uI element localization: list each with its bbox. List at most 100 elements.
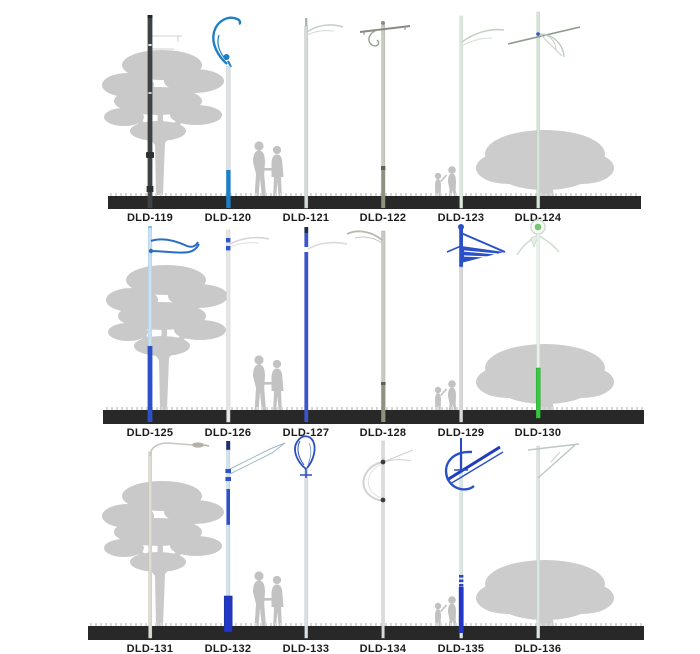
lamp-head (446, 224, 506, 263)
ground-bar (103, 410, 644, 424)
lamp-head (527, 443, 580, 479)
pole-base-segment (458, 587, 464, 633)
row-1: DLD-119 DLD-120 DLD-121 DLD-122 DLD-123 … (102, 11, 641, 224)
pole-label-dld-121: DLD-121 (283, 212, 330, 224)
pole-label-dld-135: DLD-135 (438, 643, 485, 654)
pole-label-dld-123: DLD-123 (438, 212, 485, 224)
lamp-head (149, 442, 210, 457)
pole-label-dld-134: DLD-134 (360, 643, 407, 654)
pole-shaft (381, 24, 386, 169)
pole-dld-125 (147, 226, 200, 422)
pole-mid-segment (226, 489, 230, 525)
pole-base-segment (535, 367, 541, 419)
lamp-head (307, 241, 348, 250)
pole-dld-135 (444, 438, 504, 639)
pole-collar (146, 152, 154, 158)
round-tree-silhouette (476, 130, 614, 196)
pole-label-dld-128: DLD-128 (360, 427, 407, 439)
lamp-head (507, 26, 581, 58)
lamp-head (461, 28, 505, 47)
pole-dld-120 (212, 16, 242, 208)
pole-base-segment (147, 346, 153, 422)
pole-label-dld-127: DLD-127 (283, 427, 330, 439)
pole-shaft (459, 266, 463, 423)
round-tree-silhouette (476, 344, 614, 410)
row-3: DLD-131 DLD-132 DLD-133 DLD-134 DLD-135 … (88, 435, 644, 654)
pole-shaft (536, 445, 540, 639)
pole-label-dld-131: DLD-131 (127, 643, 174, 654)
pole-label-dld-120: DLD-120 (205, 212, 252, 224)
pole-label-dld-129: DLD-129 (438, 427, 485, 439)
pole-label-dld-136: DLD-136 (515, 643, 562, 654)
pine-tree-silhouette (106, 265, 228, 410)
pole-top-segment (459, 229, 463, 267)
lamp-head (444, 438, 504, 491)
ground-bar (108, 196, 641, 209)
child-pair-silhouette (434, 166, 457, 196)
lamp-head (148, 238, 200, 254)
pole-dld-131 (148, 442, 210, 639)
child-pair-silhouette (434, 380, 457, 410)
pole-base-segment (146, 186, 154, 192)
lamp-head (362, 449, 414, 503)
pole-shaft (459, 15, 463, 209)
pole-dld-122 (359, 21, 411, 208)
pole-shaft (148, 451, 153, 639)
couple-silhouette (253, 355, 284, 410)
pole-dld-129 (446, 224, 506, 423)
pole-base-segment (381, 385, 386, 422)
pole-shaft (304, 467, 308, 639)
pole-dld-126 (226, 229, 270, 423)
pole-shaft (226, 229, 231, 423)
ground-bar (88, 626, 644, 640)
pole-dld-124 (507, 11, 581, 209)
pole-dld-132 (223, 441, 286, 633)
pine-tree-silhouette (102, 50, 224, 195)
lamp-head (306, 24, 344, 36)
pole-dld-136 (527, 443, 580, 639)
couple-silhouette (253, 141, 284, 196)
pole-label-dld-124: DLD-124 (515, 212, 562, 224)
pole-dld-134 (362, 440, 414, 639)
pole-dld-128 (346, 230, 386, 422)
pole-shaft (304, 252, 309, 422)
pole-shaft (536, 233, 540, 371)
pole-shaft (147, 227, 153, 349)
pole-dld-123 (459, 15, 505, 209)
lamp-head (359, 25, 411, 47)
couple-silhouette (253, 571, 284, 626)
pole-shaft (381, 230, 386, 385)
lamp-head (226, 236, 270, 251)
row-2: DLD-125 DLD-126 DLD-127 DLD-128 DLD-129 … (103, 219, 644, 439)
pole-base-segment (381, 170, 386, 208)
pole-shaft (381, 440, 385, 639)
lamp-head (229, 442, 286, 475)
pole-label-dld-125: DLD-125 (127, 427, 174, 439)
pole-dld-119 (146, 15, 182, 208)
pole-label-dld-132: DLD-132 (205, 643, 252, 654)
pole-label-dld-133: DLD-133 (283, 643, 330, 654)
pole-dld-133 (294, 435, 316, 639)
pole-base-segment (223, 595, 233, 633)
crossarm-lines (152, 35, 182, 50)
pole-shaft (147, 15, 153, 208)
pole-label-dld-119: DLD-119 (127, 212, 173, 224)
round-tree-silhouette (476, 560, 614, 626)
pole-shaft (304, 25, 309, 209)
pole-dld-121 (304, 18, 344, 209)
child-pair-silhouette (434, 596, 457, 626)
pole-dld-130 (516, 219, 560, 419)
pole-label-dld-130: DLD-130 (515, 427, 562, 439)
pole-shaft (536, 11, 540, 209)
pine-tree-silhouette (102, 481, 224, 626)
pole-shaft (226, 65, 231, 171)
lamp-head (212, 16, 242, 68)
pole-label-dld-126: DLD-126 (205, 427, 252, 439)
lamp-head (346, 230, 383, 244)
lamp-head (294, 435, 316, 478)
pole-base-segment (226, 170, 231, 208)
pole-dld-127 (304, 227, 348, 422)
pole-label-dld-122: DLD-122 (360, 212, 407, 224)
